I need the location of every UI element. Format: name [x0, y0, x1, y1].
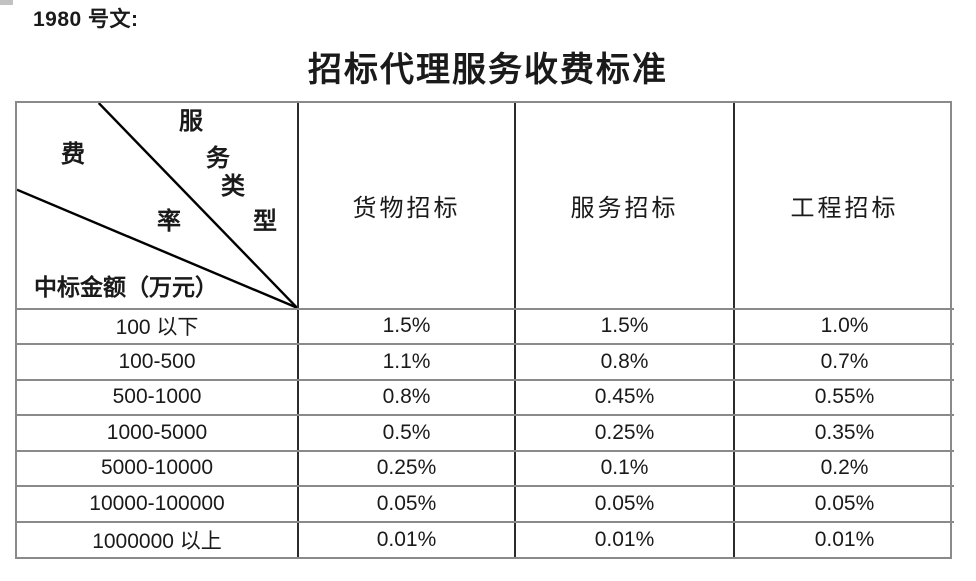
diagonal-lines [17, 103, 296, 307]
table-row: 500-1000 0.8% 0.45% 0.55% [17, 379, 954, 417]
corner-service-type-char: 类 [221, 174, 245, 200]
column-header-goods: 货物招标 [298, 103, 516, 310]
fee-table: 服 务 类 型 费 率 中标金额（万元） 货物招标 服务招标 工程招标 100 … [17, 103, 954, 557]
rate-cell: 0.25% [515, 415, 735, 452]
rate-cell: 0.01% [814, 527, 875, 551]
rate-cell: 0.1% [515, 450, 735, 488]
rate-cell: 1.5% [298, 308, 516, 346]
scan-artifact [0, 0, 13, 5]
table-row: 100-500 1.1% 0.8% 0.7% [17, 344, 954, 381]
amount-range-cell: 100-500 [17, 344, 299, 381]
rate-cell: 1.5% [515, 308, 735, 346]
rate-cell: 0.55% [734, 379, 954, 417]
diagonal-line-upper [97, 103, 296, 307]
rate-cell: 0.2% [734, 450, 954, 488]
rate-cell: 0.05% [298, 486, 516, 523]
amount-range-cell: 5000-10000 [17, 450, 299, 488]
diagonal-line-lower [17, 188, 296, 307]
amount-range-cell: 500-1000 [17, 379, 299, 417]
table-row: 100 以下 1.5% 1.5% 1.0% [17, 308, 954, 346]
corner-amount-label: 中标金额（万元） [34, 275, 218, 301]
amount-range-cell: 1000000 以上 [17, 521, 299, 557]
rate-cell: 0.01% [515, 521, 735, 557]
rate-cell: 1.1% [298, 344, 516, 381]
rate-cell: 0.45% [515, 379, 735, 417]
corner-service-type-char: 型 [253, 209, 277, 235]
rate-cell: 0.8% [298, 379, 516, 417]
rate-cell: 0.05% [734, 486, 954, 523]
corner-service-type-char: 服 [179, 109, 203, 135]
page-title: 招标代理服务收费标准 [308, 52, 668, 89]
rate-cell: 0.01% [298, 521, 516, 557]
rate-cell: 0.05% [515, 486, 735, 523]
rate-cell: 0.5% [298, 415, 516, 452]
doc-reference: 1980 号文: [33, 8, 139, 31]
corner-service-type-char: 务 [206, 146, 230, 172]
rate-cell: 0.35% [734, 415, 954, 452]
fee-table-container: 服 务 类 型 费 率 中标金额（万元） 货物招标 服务招标 工程招标 100 … [15, 101, 954, 559]
rate-cell: 0.25% [298, 450, 516, 488]
corner-fee-char: 率 [157, 209, 181, 235]
amount-range-cell: 10000-100000 [17, 486, 299, 523]
table-row: 1000-5000 0.5% 0.25% 0.35% [17, 415, 954, 452]
table-row: 5000-10000 0.25% 0.1% 0.2% [17, 450, 954, 488]
rate-cell: 0.7% [734, 344, 954, 381]
column-header-works: 工程招标 [734, 103, 954, 310]
diagonal-header-cell: 服 务 类 型 费 率 中标金额（万元） [17, 103, 299, 310]
table-row: 10000-100000 0.05% 0.05% 0.05% [17, 486, 954, 523]
amount-range-cell: 100 以下 [17, 308, 299, 346]
rate-cell: 0.8% [515, 344, 735, 381]
amount-range-cell: 1000-5000 [17, 415, 299, 452]
column-header-service: 服务招标 [515, 103, 735, 310]
table-header-row: 服 务 类 型 费 率 中标金额（万元） 货物招标 服务招标 工程招标 [17, 103, 954, 310]
corner-fee-char: 费 [61, 142, 85, 168]
rate-cell: 1.0% [734, 308, 954, 346]
table-row: 1000000 以上 0.01% 0.01% 0.01% [17, 521, 954, 557]
